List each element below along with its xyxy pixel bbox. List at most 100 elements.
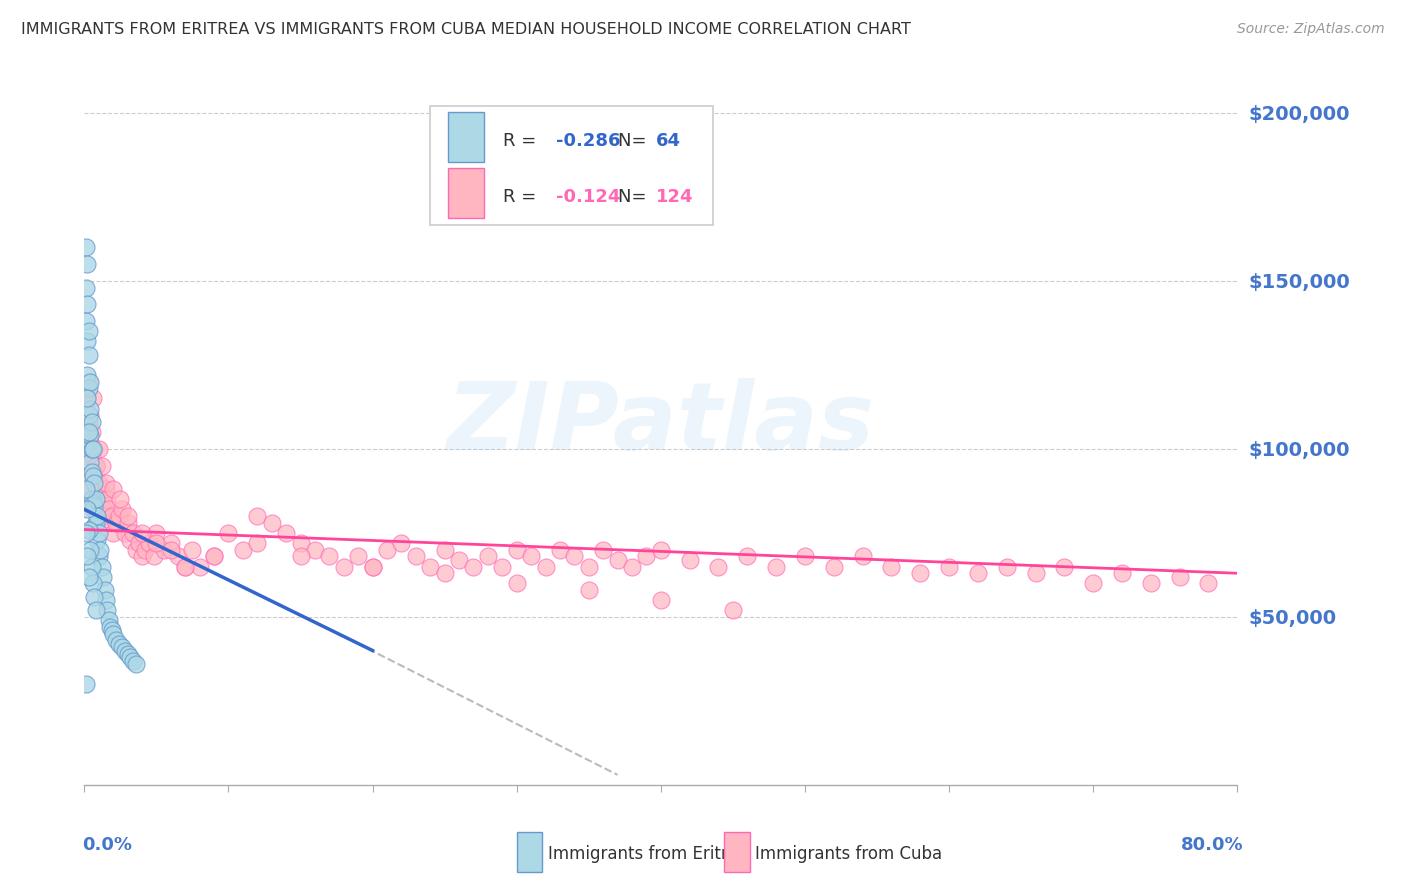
Point — [79, 375, 101, 389]
Point — [97, 502, 120, 516]
Point — [174, 559, 197, 574]
Point — [621, 559, 644, 574]
Point — [79, 428, 101, 442]
Point — [93, 582, 115, 597]
Point — [606, 553, 628, 567]
Point — [506, 542, 529, 557]
Point — [433, 566, 456, 581]
Point — [202, 549, 225, 564]
Point — [94, 475, 117, 490]
Point — [75, 677, 97, 691]
Point — [111, 640, 134, 655]
Point — [188, 559, 211, 574]
Point — [76, 449, 98, 463]
Point — [75, 525, 97, 540]
Point — [534, 559, 557, 574]
Point — [75, 425, 97, 439]
Point — [578, 559, 600, 574]
Point — [347, 549, 370, 564]
Point — [98, 516, 121, 530]
Point — [83, 442, 105, 456]
Text: 124: 124 — [657, 187, 693, 206]
Point — [125, 657, 148, 671]
Point — [463, 559, 485, 574]
Point — [1025, 566, 1047, 581]
Point — [82, 496, 104, 510]
Point — [75, 482, 97, 496]
Point — [548, 542, 571, 557]
Text: ZIPatlas: ZIPatlas — [447, 377, 875, 470]
Point — [105, 516, 128, 530]
Point — [87, 502, 110, 516]
Point — [138, 536, 160, 550]
Text: Immigrants from Cuba: Immigrants from Cuba — [755, 845, 942, 863]
Point — [103, 525, 124, 540]
Point — [83, 475, 105, 490]
Text: IMMIGRANTS FROM ERITREA VS IMMIGRANTS FROM CUBA MEDIAN HOUSEHOLD INCOME CORRELAT: IMMIGRANTS FROM ERITREA VS IMMIGRANTS FR… — [21, 22, 911, 37]
Point — [82, 502, 104, 516]
Point — [97, 613, 120, 627]
Point — [117, 647, 139, 661]
Point — [76, 502, 98, 516]
Point — [167, 549, 190, 564]
Bar — [447, 168, 485, 219]
Point — [82, 392, 104, 406]
FancyBboxPatch shape — [430, 106, 713, 225]
Point — [117, 516, 139, 530]
Point — [100, 624, 122, 638]
Point — [86, 509, 108, 524]
Point — [995, 559, 1018, 574]
Y-axis label: Median Household Income: Median Household Income — [0, 314, 8, 533]
Point — [83, 468, 105, 483]
Point — [77, 409, 100, 423]
Point — [721, 603, 744, 617]
Point — [80, 415, 103, 429]
Point — [108, 637, 131, 651]
Point — [86, 492, 108, 507]
Point — [520, 549, 543, 564]
Text: -0.124: -0.124 — [555, 187, 620, 206]
Point — [120, 650, 142, 665]
Text: N=: N= — [619, 132, 652, 150]
Point — [75, 314, 97, 328]
Point — [86, 533, 108, 547]
Point — [79, 435, 101, 450]
Point — [96, 492, 118, 507]
Point — [910, 566, 932, 581]
Point — [318, 549, 340, 564]
Point — [84, 492, 107, 507]
Bar — [447, 112, 485, 162]
Point — [82, 442, 104, 456]
Point — [1083, 576, 1105, 591]
Point — [564, 549, 586, 564]
Point — [202, 549, 225, 564]
Point — [111, 502, 134, 516]
Point — [103, 482, 124, 496]
Point — [506, 576, 529, 591]
Point — [77, 425, 100, 439]
Point — [433, 542, 456, 557]
Point — [707, 559, 730, 574]
Point — [361, 559, 384, 574]
Point — [80, 492, 103, 507]
Point — [77, 324, 100, 338]
Point — [89, 482, 111, 496]
Point — [80, 449, 103, 463]
Point — [77, 523, 100, 537]
Point — [94, 482, 117, 496]
Point — [852, 549, 875, 564]
Point — [77, 381, 100, 395]
Point — [80, 492, 103, 507]
Point — [1053, 559, 1076, 574]
Point — [160, 536, 183, 550]
Point — [650, 542, 672, 557]
Point — [128, 536, 150, 550]
Point — [419, 559, 441, 574]
Point — [83, 519, 105, 533]
Point — [76, 257, 98, 271]
Point — [491, 559, 513, 574]
Point — [82, 576, 104, 591]
Point — [90, 559, 112, 574]
Point — [477, 549, 499, 564]
Point — [76, 334, 98, 349]
